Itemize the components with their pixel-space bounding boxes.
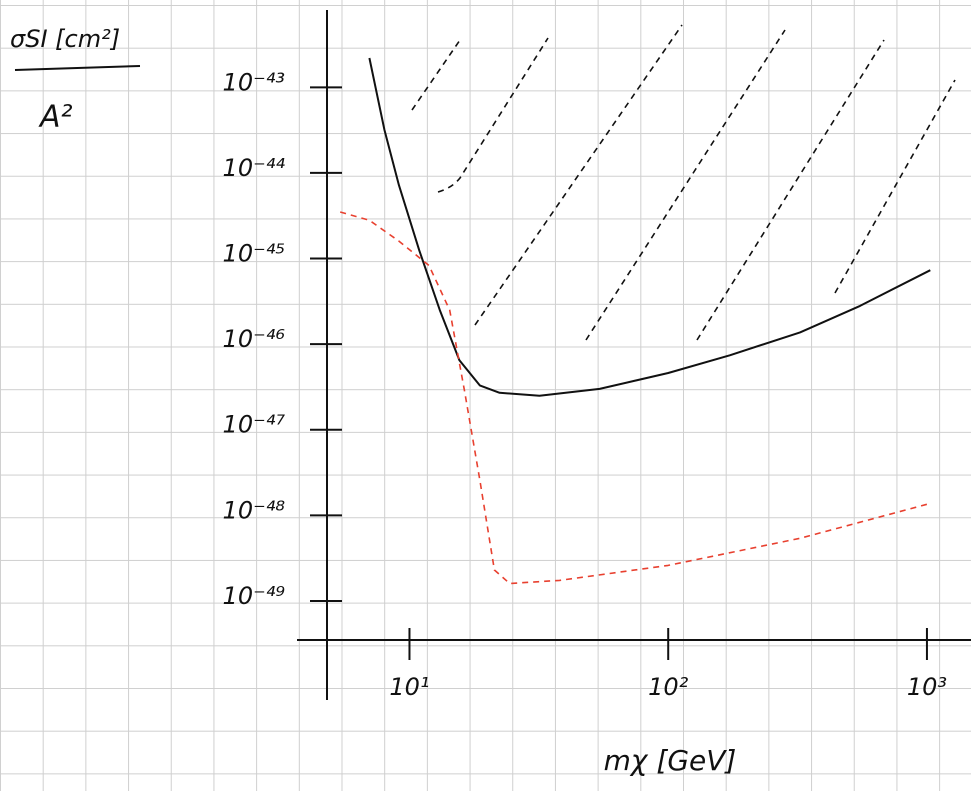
hatch-line <box>438 38 548 192</box>
hatch-line <box>586 30 785 340</box>
x-tick-label: 10³ <box>907 673 947 701</box>
y-tick-label: 10⁻⁴⁹ <box>223 582 286 610</box>
series-line <box>340 212 930 584</box>
hatch-line <box>697 40 884 340</box>
y-axis-label: A² <box>38 100 73 135</box>
y-tick-label: 10⁻⁴⁸ <box>223 496 286 524</box>
x-axis-label: mχ [GeV] <box>604 744 737 777</box>
page: σSI [cm²] A² mχ [GeV] 10⁻⁴³ 10⁻⁴⁴ 10⁻⁴⁵ 10⁻… <box>0 0 971 791</box>
y-tick-label: 10⁻⁴⁵ <box>223 240 285 268</box>
y-tick-label: 10⁻⁴⁶ <box>223 325 286 353</box>
hatch-line <box>412 40 460 110</box>
x-tick-label: 10¹ <box>389 673 429 701</box>
chart: σSI [cm²] A² mχ [GeV] 10⁻⁴³ 10⁻⁴⁴ 10⁻⁴⁵ 10⁻… <box>0 0 971 791</box>
y-tick-label: 10⁻⁴³ <box>223 68 285 96</box>
fraction-bar <box>15 66 140 70</box>
y-tick-label: 10⁻⁴⁴ <box>223 154 286 182</box>
y-axis-label: σSI [cm²] <box>10 25 120 53</box>
hatch-line <box>475 25 682 325</box>
hatching <box>412 25 955 340</box>
series-line <box>369 58 930 396</box>
y-tick-label: 10⁻⁴⁷ <box>223 411 286 439</box>
hatch-line <box>835 80 955 293</box>
x-tick-label: 10² <box>648 673 689 701</box>
